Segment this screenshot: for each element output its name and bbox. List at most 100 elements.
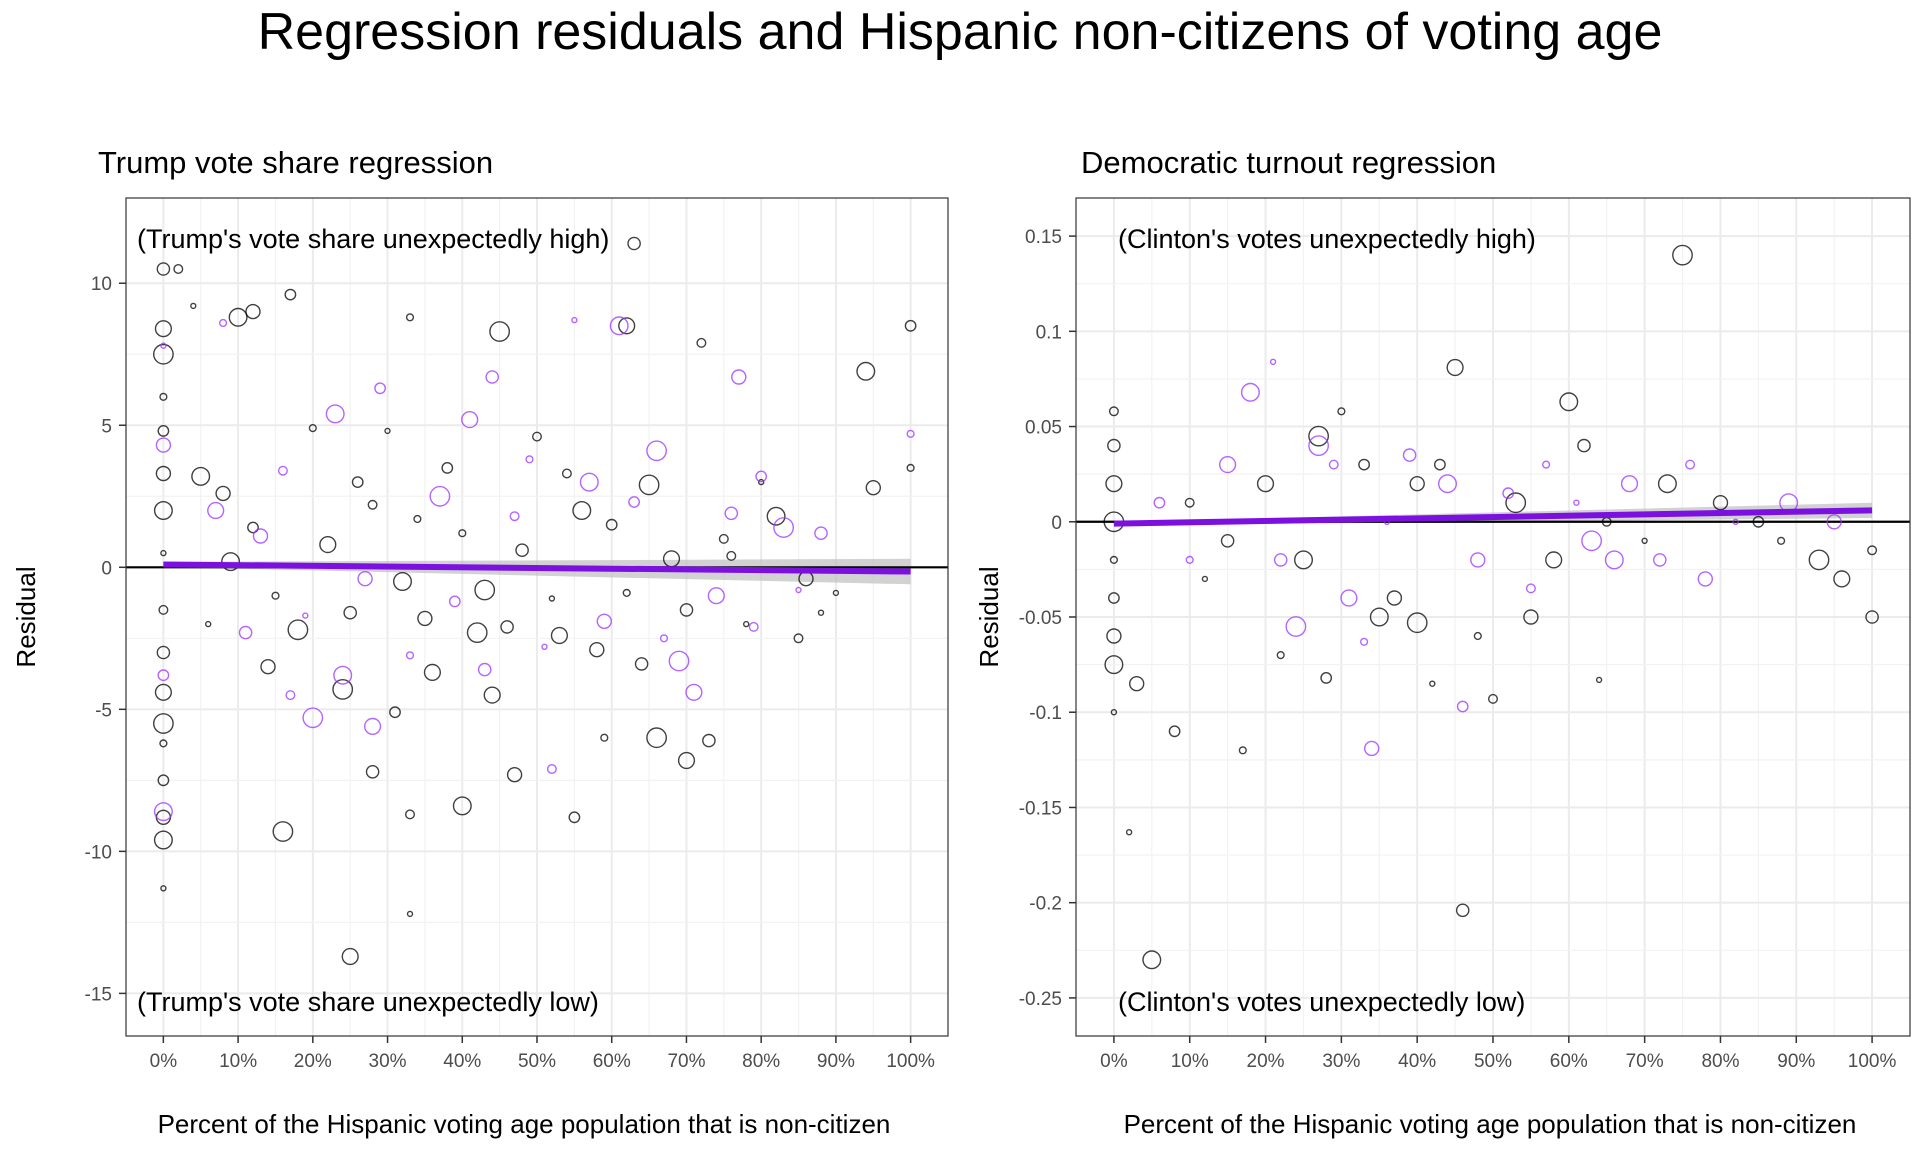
y-tick-label: 0.15 [1025,227,1062,248]
data-point-black [1865,610,1879,624]
annotation-high: (Clinton's votes unexpectedly high) [1118,224,1536,254]
data-points [152,236,917,966]
data-point-black [384,427,391,435]
data-point-purple [1273,553,1288,567]
data-point-black [1106,628,1122,644]
data-point-black [1107,438,1121,453]
data-point-purple [1470,552,1486,568]
y-tick-label: -0.25 [1019,989,1062,1010]
data-point-purple [1437,474,1457,494]
data-point-black [452,796,472,816]
data-point-black [1128,676,1145,692]
data-point-black [405,809,416,820]
data-point-black [413,514,422,524]
data-point-black [622,588,631,598]
y-tick-label: -0.1 [1029,703,1062,724]
data-point-black [1109,555,1119,565]
data-point-black [160,885,167,892]
grid-lines [1076,198,1910,1036]
data-point-black [160,549,167,557]
data-point-black [679,603,694,617]
data-point-black [1776,536,1786,545]
data-point-purple [755,470,768,483]
data-point-black [1168,725,1181,738]
data-point-purple [814,526,828,541]
data-point-purple [1285,616,1307,637]
data-point-purple [1502,487,1515,500]
x-axis-title: Percent of the Hispanic voting age popul… [158,1109,891,1139]
data-point-black [221,552,241,572]
data-point-black [832,589,840,597]
data-point-purple [1328,459,1339,470]
data-point-purple [155,437,172,453]
data-point-purple [405,651,415,660]
data-point-purple [795,586,802,594]
y-tick-label: -15 [85,984,112,1005]
data-point-purple [157,669,170,682]
data-point-black [515,543,529,558]
x-tick-label: 50% [1474,1051,1512,1072]
y-tick-label: -0.2 [1029,894,1062,915]
data-point-black [156,645,171,660]
data-point-black [1455,903,1470,918]
data-point-black [766,506,786,526]
data-point-black [1545,551,1563,569]
data-point-black [1358,458,1371,471]
data-point-purple [525,455,534,464]
data-point-black [646,727,667,749]
data-point-black [1833,570,1851,588]
data-point-purple [906,429,915,438]
data-point-black [458,529,467,538]
data-point-black [159,739,168,748]
data-point-purple [579,472,599,492]
data-point-purple [374,382,386,395]
data-point-black [191,466,211,486]
fit-line [163,561,911,575]
data-point-black [906,463,915,473]
data-point-purple [748,621,759,632]
data-point-black [204,620,212,628]
data-point-black [1434,458,1446,471]
data-point-purple [333,665,353,685]
data-point-purple [1541,460,1551,469]
data-point-purple [1153,496,1166,509]
data-point-black [904,319,917,332]
data-point-purple [160,342,167,349]
data-point-black [351,476,364,488]
data-point-black [365,765,380,779]
x-tick-label: 80% [742,1051,780,1072]
data-point-black [154,320,173,338]
data-point-black [1110,709,1118,716]
data-point-black [1808,549,1830,571]
data-point-black [1125,829,1133,836]
data-point-purple [628,496,640,508]
data-point-black [627,236,641,251]
data-point-purple [1573,499,1580,506]
data-point-purple [646,440,667,462]
data-point-black [1523,609,1539,625]
data-point-black [1220,534,1235,548]
fit-line [1113,507,1873,527]
y-tick-label: -0.15 [1019,798,1062,819]
data-point-purple [1732,518,1739,525]
data-point-black [483,686,501,704]
x-tick-label: 40% [443,1051,481,1072]
panel-title: Trump vote share regression [98,145,493,180]
data-point-purple [207,501,225,520]
data-point-black [605,518,618,531]
data-point-purple [668,650,690,672]
data-point-black [634,657,649,671]
data-point-black [718,533,729,544]
data-point-black [1867,545,1878,556]
data-point-black [1559,392,1579,412]
data-point-black [793,633,804,644]
data-point-purple [219,318,228,328]
y-tick-label: -0.05 [1019,608,1062,629]
x-axis-ticks: 0% 10% 20% 30% 40% 50% 60% 70% 80% 90% 100% [1100,1036,1896,1072]
data-point-black [589,642,605,658]
data-point-black [1256,475,1275,493]
data-point-purple [429,485,451,507]
data-point-black [1105,475,1123,493]
data-point-black [1308,425,1330,447]
data-point-purple [325,404,345,424]
